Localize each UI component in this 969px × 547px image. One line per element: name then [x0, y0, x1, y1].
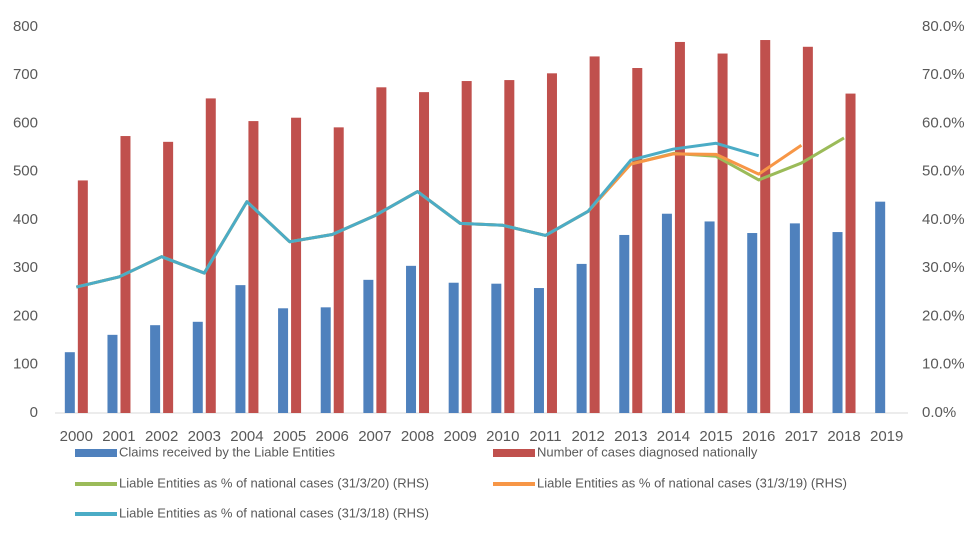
y-tick-label: 700 — [13, 66, 38, 83]
x-tick-label: 2016 — [742, 428, 775, 445]
bar — [832, 232, 843, 413]
bar — [248, 121, 259, 414]
bar — [320, 307, 331, 413]
bar — [235, 285, 246, 413]
bar — [789, 223, 800, 413]
y-tick-label: 600 — [13, 114, 38, 131]
y-tick-label: 200 — [13, 307, 38, 324]
legend-swatch — [75, 449, 117, 457]
x-tick-label: 2019 — [870, 428, 903, 445]
x-tick-label: 2015 — [699, 428, 732, 445]
bar — [278, 308, 289, 413]
x-tick-label: 2018 — [827, 428, 860, 445]
x-tick-label: 2003 — [188, 428, 221, 445]
bar — [291, 117, 302, 414]
x-tick-label: 2002 — [145, 428, 178, 445]
y-tick-label: 0 — [30, 404, 38, 421]
bar — [491, 283, 502, 413]
bar — [845, 93, 856, 414]
bar — [760, 40, 771, 414]
y2-tick-label: 40.0% — [922, 211, 965, 228]
legend-label: Liable Entities as % of national cases (… — [119, 475, 429, 490]
x-tick-label: 2011 — [529, 428, 561, 445]
bar — [205, 98, 216, 413]
bar — [576, 263, 587, 413]
y-tick-label: 100 — [13, 356, 38, 373]
y-tick-label: 500 — [13, 163, 38, 180]
x-tick-label: 2005 — [273, 428, 306, 445]
line-series — [75, 141, 760, 289]
y2-tick-label: 70.0% — [922, 66, 965, 83]
bar — [674, 41, 685, 414]
legend-label: Liable Entities as % of national cases (… — [537, 475, 847, 490]
bar — [163, 141, 174, 413]
bar — [77, 180, 88, 413]
x-tick-label: 2009 — [443, 428, 476, 445]
bar — [363, 279, 374, 413]
bar — [619, 234, 630, 413]
bar — [533, 288, 544, 413]
x-tick-label: 2004 — [230, 428, 263, 445]
bar — [419, 92, 430, 413]
bar — [64, 352, 75, 413]
x-tick-label: 2014 — [657, 428, 690, 445]
x-tick-label: 2006 — [316, 428, 349, 445]
bar — [107, 334, 118, 413]
bar — [406, 265, 417, 413]
x-tick-label: 2007 — [358, 428, 391, 445]
x-tick-label: 2000 — [60, 428, 93, 445]
bar — [875, 201, 886, 413]
y-tick-label: 400 — [13, 211, 38, 228]
legend-label: Liable Entities as % of national cases (… — [119, 505, 429, 520]
bar — [802, 46, 813, 413]
bar — [546, 73, 557, 413]
bar — [747, 233, 758, 413]
legend-label: Claims received by the Liable Entities — [119, 444, 336, 459]
bar — [661, 213, 672, 413]
y2-tick-label: 0.0% — [922, 404, 956, 421]
x-tick-label: 2010 — [486, 428, 519, 445]
x-tick-label: 2008 — [401, 428, 434, 445]
y2-tick-label: 10.0% — [922, 356, 965, 373]
bar — [704, 221, 715, 413]
bar — [589, 56, 600, 414]
bar — [376, 87, 387, 413]
x-tick-label: 2017 — [785, 428, 818, 445]
y2-tick-label: 80.0% — [922, 18, 965, 35]
bar — [192, 321, 203, 413]
y2-tick-label: 50.0% — [922, 163, 965, 180]
bar — [504, 80, 515, 413]
bar — [448, 282, 459, 413]
x-tick-label: 2013 — [614, 428, 647, 445]
y2-tick-label: 30.0% — [922, 259, 965, 276]
legend: Claims received by the Liable Entities Nu… — [75, 444, 847, 520]
x-tick-label: 2001 — [102, 428, 135, 445]
bar — [632, 68, 643, 413]
y-tick-label: 300 — [13, 259, 38, 276]
legend-label: Number of cases diagnosed nationally — [537, 444, 758, 459]
bar — [461, 81, 472, 413]
y2-tick-label: 20.0% — [922, 307, 965, 324]
bar — [717, 53, 728, 413]
bar — [333, 127, 344, 414]
y-tick-label: 800 — [13, 18, 38, 35]
bar — [150, 325, 161, 413]
legend-swatch — [493, 449, 535, 457]
y2-tick-label: 60.0% — [922, 114, 965, 131]
x-tick-label: 2012 — [571, 428, 604, 445]
